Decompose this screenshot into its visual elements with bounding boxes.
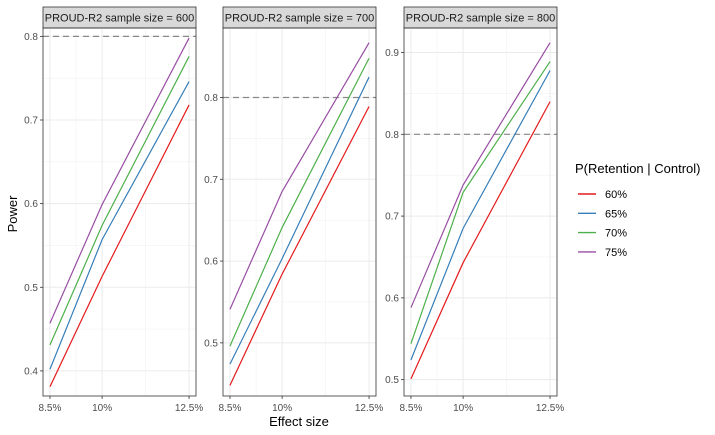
- series-line: [229, 76, 370, 365]
- series-line: [410, 70, 551, 361]
- y-tick-label: 0.7: [385, 212, 399, 223]
- x-tick-label: 10%: [272, 403, 292, 414]
- series-line: [229, 57, 370, 347]
- x-tick-label: 12.5%: [536, 403, 564, 414]
- y-tick-label: 0.6: [204, 257, 218, 268]
- y-tick-label: 0.5: [204, 338, 218, 349]
- y-tick-label: 0.6: [385, 293, 399, 304]
- legend-label: 60%: [605, 189, 627, 201]
- series-line: [229, 106, 370, 386]
- facet-title: PROUD-R2 sample size = 700: [225, 13, 374, 25]
- series-line: [410, 101, 551, 380]
- x-tick-label: 10%: [92, 403, 112, 414]
- x-tick-label: 12.5%: [175, 403, 203, 414]
- x-tick-label: 8.5%: [39, 403, 62, 414]
- panel-border: [222, 27, 377, 397]
- y-tick-label: 0.8: [385, 130, 399, 141]
- series-line: [229, 42, 370, 310]
- y-tick-label: 0.5: [385, 375, 399, 386]
- legend-title: P(Retention | Control): [575, 161, 701, 176]
- x-axis-title: Effect size: [269, 414, 329, 429]
- y-tick-label: 0.8: [204, 93, 218, 104]
- y-tick-label: 0.7: [24, 116, 38, 127]
- y-axis-title: Power: [5, 195, 20, 233]
- facet-panel: PROUD-R2 sample size = 600 0.4 0.5 0.6 0.7 0.…: [24, 6, 203, 414]
- y-tick-label: 0.6: [24, 199, 38, 210]
- series-line: [410, 61, 551, 344]
- series-line: [49, 81, 190, 370]
- series-line: [410, 42, 551, 308]
- panel-border: [42, 27, 197, 397]
- y-tick-label: 0.9: [385, 48, 399, 59]
- facet-panel: PROUD-R2 sample size = 700 0.5 0.6 0.7 0.8 8.…: [204, 6, 383, 414]
- y-tick-label: 0.7: [204, 175, 218, 186]
- y-tick-label: 0.5: [24, 283, 38, 294]
- y-tick-label: 0.8: [24, 32, 38, 43]
- series-line: [49, 56, 190, 346]
- facet-title: PROUD-R2 sample size = 800: [406, 13, 555, 25]
- x-tick-label: 8.5%: [219, 403, 242, 414]
- legend-label: 70%: [605, 228, 627, 240]
- facet-panels: PROUD-R2 sample size = 600 0.4 0.5 0.6 0.7 0.…: [24, 6, 564, 414]
- legend-item: 65%: [578, 208, 627, 220]
- x-tick-label: 8.5%: [400, 403, 423, 414]
- legend-item: 75%: [578, 247, 627, 259]
- x-tick-label: 10%: [453, 403, 473, 414]
- y-tick-label: 0.4: [24, 366, 38, 377]
- series-line: [49, 104, 190, 388]
- facet-panel: PROUD-R2 sample size = 800 0.5 0.6 0.7 0.8 0.…: [385, 6, 564, 414]
- legend-label: 65%: [605, 208, 627, 220]
- facet-title: PROUD-R2 sample size = 600: [45, 13, 194, 25]
- legend-item: 60%: [578, 189, 627, 201]
- series-line: [49, 37, 190, 324]
- legend-label: 75%: [605, 247, 627, 259]
- panel-border: [403, 27, 558, 397]
- legend-item: 70%: [578, 228, 627, 240]
- legend: P(Retention | Control) 60% 65% 70% 75%: [575, 161, 701, 259]
- x-tick-label: 12.5%: [355, 403, 383, 414]
